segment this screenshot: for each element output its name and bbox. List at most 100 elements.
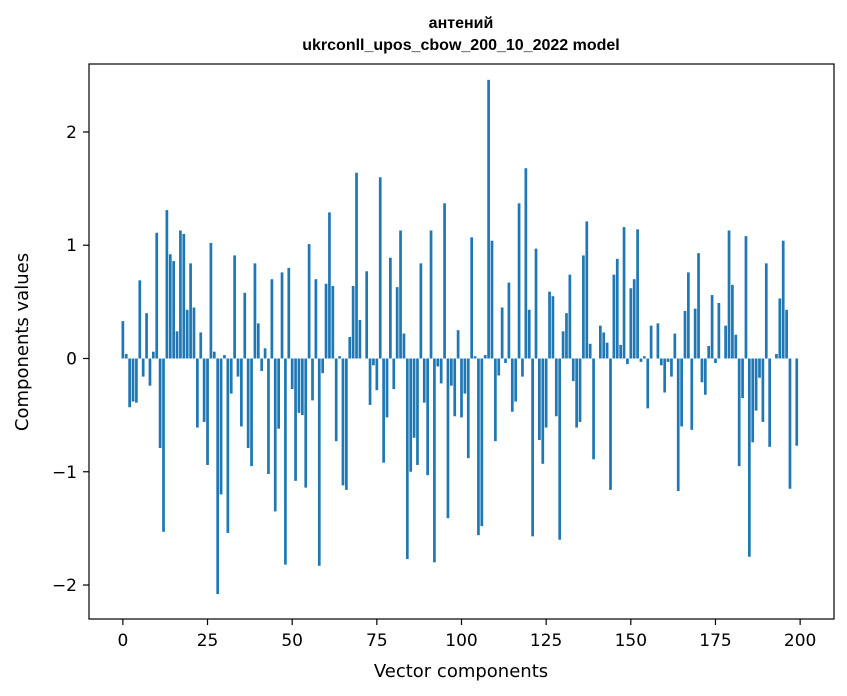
bar [659,358,663,366]
bar [328,212,331,359]
bar [256,323,260,359]
bar [172,261,176,359]
bar [636,229,639,359]
bar [747,358,751,557]
bar [246,358,250,448]
bar [372,358,375,366]
bar [527,309,531,359]
bar [649,325,653,359]
bar [219,358,223,495]
bar [131,358,135,402]
bar [311,358,314,401]
bar [124,353,128,359]
bar [558,358,562,540]
bar [351,286,355,359]
y-tick-label: 0 [66,349,77,369]
bar [592,358,595,460]
chart-subtitle: ukrconll_upos_cbow_200_10_2022 model [302,37,619,54]
bar [446,358,450,519]
bar [141,358,145,377]
bar [270,279,274,359]
bar [158,358,162,448]
bar [703,358,707,395]
bar [389,257,392,359]
bar [165,210,169,359]
bar [714,358,717,364]
bar [534,248,538,359]
bar [206,358,209,465]
y-tick-label: 1 [66,236,77,256]
bar [405,358,409,559]
bar [233,255,236,359]
bar [429,230,433,359]
bar [680,358,683,427]
bar [710,295,714,359]
bar [453,358,457,417]
bar [707,346,711,359]
bar [175,331,179,359]
bar [561,331,565,359]
bar [761,358,765,422]
x-tick-label: 200 [784,631,816,651]
bar [538,358,541,441]
bar [788,358,792,489]
bar [466,358,470,459]
bar [443,203,446,359]
x-tick-label: 50 [281,631,303,651]
bar [267,358,270,475]
bar-series [121,79,799,595]
bar [368,358,372,405]
bar [497,358,501,376]
y-tick-label: −2 [52,576,77,596]
bar [385,358,389,418]
bar [412,358,416,438]
bar [121,321,125,359]
bar [382,358,385,463]
x-tick-label: 100 [445,631,477,651]
bar [128,358,131,408]
bar [582,255,585,359]
x-tick-label: 175 [699,631,731,651]
bar [615,258,619,359]
bar [422,358,426,403]
bar [598,325,602,359]
bar [331,286,335,359]
bar [687,272,690,359]
bar [727,230,731,359]
x-axis-ticks: 0 25 50 75 100 125 150 175 200 [117,619,816,651]
bar [182,233,186,359]
bar [179,230,182,359]
bar [517,203,521,359]
bar [521,358,524,377]
bar [338,356,341,359]
bar [314,279,318,359]
bar [693,308,697,359]
plot-frame [88,63,835,620]
bar [189,263,192,359]
bar [341,358,345,486]
x-tick-label: 75 [366,631,388,651]
bar [670,358,673,377]
bar [504,358,507,364]
bar [416,358,419,465]
bar [673,333,677,359]
bar [544,358,548,428]
x-tick-label: 25 [197,631,219,651]
bar [155,232,159,359]
bar [541,358,545,464]
bar [223,355,226,359]
x-tick-label: 150 [615,631,647,651]
bar [514,358,518,402]
bar [490,240,494,359]
bar [148,358,152,386]
bar [781,240,785,359]
bar [524,168,528,359]
bar [284,358,287,565]
bar [345,358,348,490]
bar [744,236,748,359]
bar [666,358,670,362]
bar [639,358,643,362]
bar [439,358,443,384]
bar [778,298,782,359]
